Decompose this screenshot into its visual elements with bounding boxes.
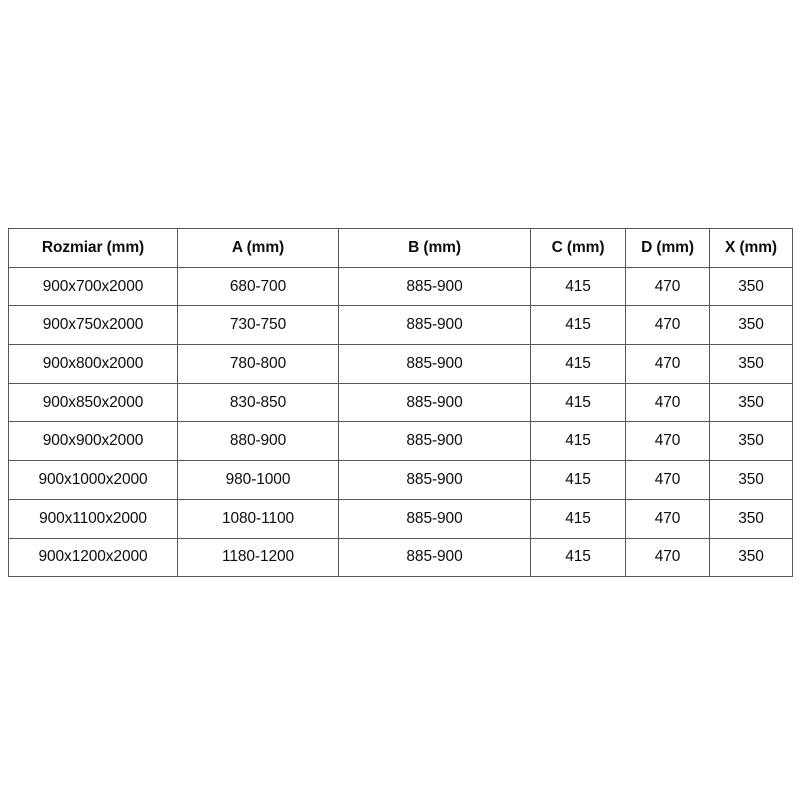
cell-size: 900x1100x2000	[8, 498, 178, 539]
cell-x: 350	[709, 266, 793, 307]
cell-c: 415	[530, 498, 626, 539]
dimensions-table: Rozmiar (mm) A (mm) B (mm) C (mm) D (mm)…	[8, 228, 793, 578]
table-row: 900x900x2000 880-900 885-900 415 470 350	[8, 421, 793, 462]
table-row: 900x1100x2000 1080-1100 885-900 415 470 …	[8, 498, 793, 539]
cell-size: 900x800x2000	[8, 344, 178, 384]
cell-b: 885-900	[338, 382, 531, 423]
cell-d: 470	[625, 266, 710, 307]
cell-a: 680-700	[177, 266, 339, 307]
column-header-c: C (mm)	[530, 228, 626, 268]
cell-b: 885-900	[338, 498, 531, 539]
column-header-x: X (mm)	[709, 228, 793, 268]
cell-a: 1080-1100	[177, 498, 339, 539]
cell-a: 830-850	[177, 382, 339, 423]
cell-d: 470	[625, 537, 710, 578]
table-row: 900x750x2000 730-750 885-900 415 470 350	[8, 305, 793, 346]
table-row: 900x1200x2000 1180-1200 885-900 415 470 …	[8, 537, 793, 578]
cell-x: 350	[709, 382, 793, 423]
cell-c: 415	[530, 382, 626, 423]
cell-size: 900x850x2000	[8, 382, 178, 423]
cell-x: 350	[709, 498, 793, 539]
cell-b: 885-900	[338, 460, 531, 500]
cell-d: 470	[625, 305, 710, 346]
table-row: 900x850x2000 830-850 885-900 415 470 350	[8, 382, 793, 423]
column-header-d: D (mm)	[625, 228, 710, 268]
cell-b: 885-900	[338, 305, 531, 346]
cell-size: 900x900x2000	[8, 421, 178, 462]
cell-a: 1180-1200	[177, 537, 339, 578]
cell-a: 730-750	[177, 305, 339, 346]
table-row: 900x700x2000 680-700 885-900 415 470 350	[8, 266, 793, 307]
column-header-b: B (mm)	[338, 228, 531, 268]
table-header: Rozmiar (mm) A (mm) B (mm) C (mm) D (mm)…	[8, 228, 793, 268]
cell-d: 470	[625, 460, 710, 500]
cell-x: 350	[709, 344, 793, 384]
cell-c: 415	[530, 537, 626, 578]
table-row: 900x800x2000 780-800 885-900 415 470 350	[8, 344, 793, 384]
cell-d: 470	[625, 498, 710, 539]
cell-c: 415	[530, 421, 626, 462]
table-body: 900x700x2000 680-700 885-900 415 470 350…	[8, 266, 793, 578]
cell-b: 885-900	[338, 421, 531, 462]
cell-c: 415	[530, 344, 626, 384]
cell-size: 900x750x2000	[8, 305, 178, 346]
cell-c: 415	[530, 460, 626, 500]
column-header-a: A (mm)	[177, 228, 339, 268]
table-header-row: Rozmiar (mm) A (mm) B (mm) C (mm) D (mm)…	[8, 228, 793, 268]
cell-b: 885-900	[338, 344, 531, 384]
table-row: 900x1000x2000 980-1000 885-900 415 470 3…	[8, 460, 793, 500]
cell-size: 900x1200x2000	[8, 537, 178, 578]
column-header-size: Rozmiar (mm)	[8, 228, 178, 268]
cell-a: 780-800	[177, 344, 339, 384]
cell-a: 980-1000	[177, 460, 339, 500]
cell-d: 470	[625, 421, 710, 462]
cell-a: 880-900	[177, 421, 339, 462]
cell-x: 350	[709, 421, 793, 462]
cell-x: 350	[709, 305, 793, 346]
cell-x: 350	[709, 537, 793, 578]
cell-c: 415	[530, 266, 626, 307]
cell-size: 900x1000x2000	[8, 460, 178, 500]
cell-b: 885-900	[338, 537, 531, 578]
cell-d: 470	[625, 382, 710, 423]
cell-x: 350	[709, 460, 793, 500]
cell-b: 885-900	[338, 266, 531, 307]
cell-c: 415	[530, 305, 626, 346]
cell-d: 470	[625, 344, 710, 384]
cell-size: 900x700x2000	[8, 266, 178, 307]
